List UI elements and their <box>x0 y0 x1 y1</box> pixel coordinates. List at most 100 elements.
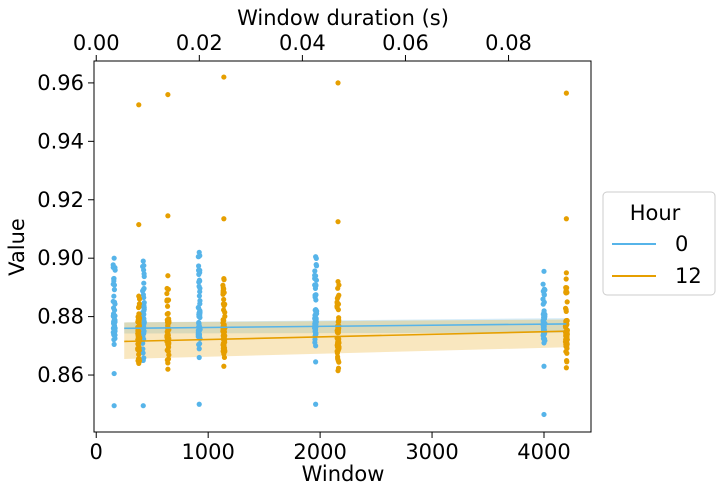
x-tick-label: 3000 <box>405 440 458 464</box>
data-point-hour-0 <box>197 285 203 291</box>
data-point-hour-0 <box>196 293 202 299</box>
data-point-hour-0 <box>313 262 319 268</box>
data-point-hour-0 <box>140 350 146 356</box>
data-point-hour-0 <box>313 283 319 289</box>
data-point-hour-12 <box>164 290 170 297</box>
data-point-hour-0 <box>196 263 202 269</box>
data-point-hour-12 <box>165 330 171 336</box>
data-point-hour-12 <box>136 304 142 310</box>
data-point-hour-12 <box>136 345 142 352</box>
data-point-hour-0 <box>110 305 117 311</box>
regression-line-hour-0 <box>124 323 567 330</box>
data-point-hour-12 <box>221 276 227 282</box>
data-point-hour-12 <box>564 322 570 328</box>
data-point-hour-0 <box>111 282 118 288</box>
y-tick-label: 0.96 <box>37 71 84 95</box>
x-tick-label: 1000 <box>181 440 234 464</box>
data-point-hour-12 <box>165 319 171 326</box>
data-point-hour-0 <box>141 280 147 286</box>
y-tick-label: 0.88 <box>37 305 84 329</box>
data-point-outlier-hour-0 <box>541 363 547 369</box>
data-point-hour-0 <box>541 324 547 331</box>
top-x-tick-label: 0.00 <box>73 31 120 55</box>
y-tick-label: 0.94 <box>37 129 84 153</box>
data-point-hour-0 <box>540 311 546 317</box>
data-point-hour-12 <box>335 294 341 300</box>
data-point-hour-0 <box>313 297 319 303</box>
data-points <box>110 74 570 418</box>
data-point-hour-12 <box>221 307 227 313</box>
data-point-hour-0 <box>314 308 320 314</box>
data-point-hour-12 <box>564 332 570 339</box>
data-point-hour-0 <box>197 301 203 307</box>
data-point-hour-12 <box>165 356 172 362</box>
data-point-hour-12 <box>335 324 341 330</box>
legend-label-hour-12: 12 <box>675 264 702 288</box>
data-point-outlier-hour-12 <box>563 216 569 222</box>
regression-line-hour-12 <box>124 330 567 343</box>
data-point-hour-0 <box>141 328 147 334</box>
top-x-tick-label: 0.04 <box>279 31 326 55</box>
data-point-hour-0 <box>111 293 117 299</box>
data-point-hour-12 <box>335 278 341 285</box>
data-point-outlier-hour-0 <box>111 403 117 409</box>
data-point-hour-0 <box>540 296 546 302</box>
data-point-outlier-hour-0 <box>196 401 202 407</box>
data-point-outlier-hour-0 <box>140 403 146 409</box>
data-point-hour-12 <box>335 354 341 360</box>
data-point-hour-0 <box>313 254 319 260</box>
data-point-hour-0 <box>541 268 547 274</box>
data-point-hour-12 <box>136 293 142 299</box>
data-point-hour-0 <box>111 330 117 336</box>
data-point-hour-12 <box>563 306 569 313</box>
data-point-hour-0 <box>312 268 318 274</box>
data-point-hour-0 <box>141 294 147 301</box>
data-point-hour-0 <box>196 271 202 277</box>
data-point-hour-0 <box>196 279 202 285</box>
x-axis-label: Window <box>302 462 385 486</box>
data-point-hour-0 <box>313 316 319 322</box>
data-point-hour-0 <box>196 249 202 255</box>
data-point-hour-0 <box>112 325 118 331</box>
data-point-hour-0 <box>196 267 202 273</box>
data-point-hour-12 <box>335 307 341 313</box>
top-x-axis-label: Window duration (s) <box>237 6 449 30</box>
data-point-hour-12 <box>165 341 172 347</box>
data-point-outlier-hour-0 <box>313 359 319 365</box>
data-point-hour-12 <box>564 350 570 356</box>
data-point-hour-12 <box>564 285 570 291</box>
regression-lines <box>124 323 567 343</box>
data-point-hour-0 <box>196 342 202 348</box>
top-x-tick-label: 0.06 <box>382 31 429 55</box>
data-point-hour-12 <box>563 270 569 276</box>
data-point-hour-0 <box>540 332 546 338</box>
y-tick-label: 0.90 <box>37 246 84 270</box>
data-point-outlier-hour-12 <box>335 219 341 225</box>
data-point-hour-12 <box>164 285 170 292</box>
data-point-hour-0 <box>110 313 117 319</box>
top-x-tick-label: 0.02 <box>176 31 223 55</box>
data-point-hour-0 <box>541 340 547 346</box>
plot-area-frame <box>93 60 592 433</box>
x-tick-label: 0 <box>90 440 103 464</box>
data-point-hour-0 <box>141 273 147 280</box>
y-axis-label: Value <box>5 218 29 276</box>
data-point-hour-12 <box>564 289 570 296</box>
data-point-outlier-hour-12 <box>136 102 142 108</box>
data-point-hour-12 <box>222 301 228 307</box>
data-point-hour-0 <box>313 343 319 349</box>
data-point-hour-12 <box>563 365 569 371</box>
data-point-hour-0 <box>111 255 117 261</box>
data-point-hour-12 <box>564 299 570 305</box>
x-tick-label: 2000 <box>293 440 346 464</box>
data-point-hour-0 <box>312 336 318 342</box>
top-x-tick-label: 0.08 <box>485 31 532 55</box>
confidence-band-hour-12 <box>124 319 567 359</box>
data-point-hour-12 <box>165 273 171 279</box>
data-point-hour-0 <box>111 287 118 293</box>
legend-title: Hour <box>630 201 681 225</box>
data-point-hour-0 <box>313 292 319 298</box>
data-point-hour-12 <box>136 316 143 322</box>
data-point-hour-12 <box>221 346 227 353</box>
data-point-hour-12 <box>563 276 569 282</box>
